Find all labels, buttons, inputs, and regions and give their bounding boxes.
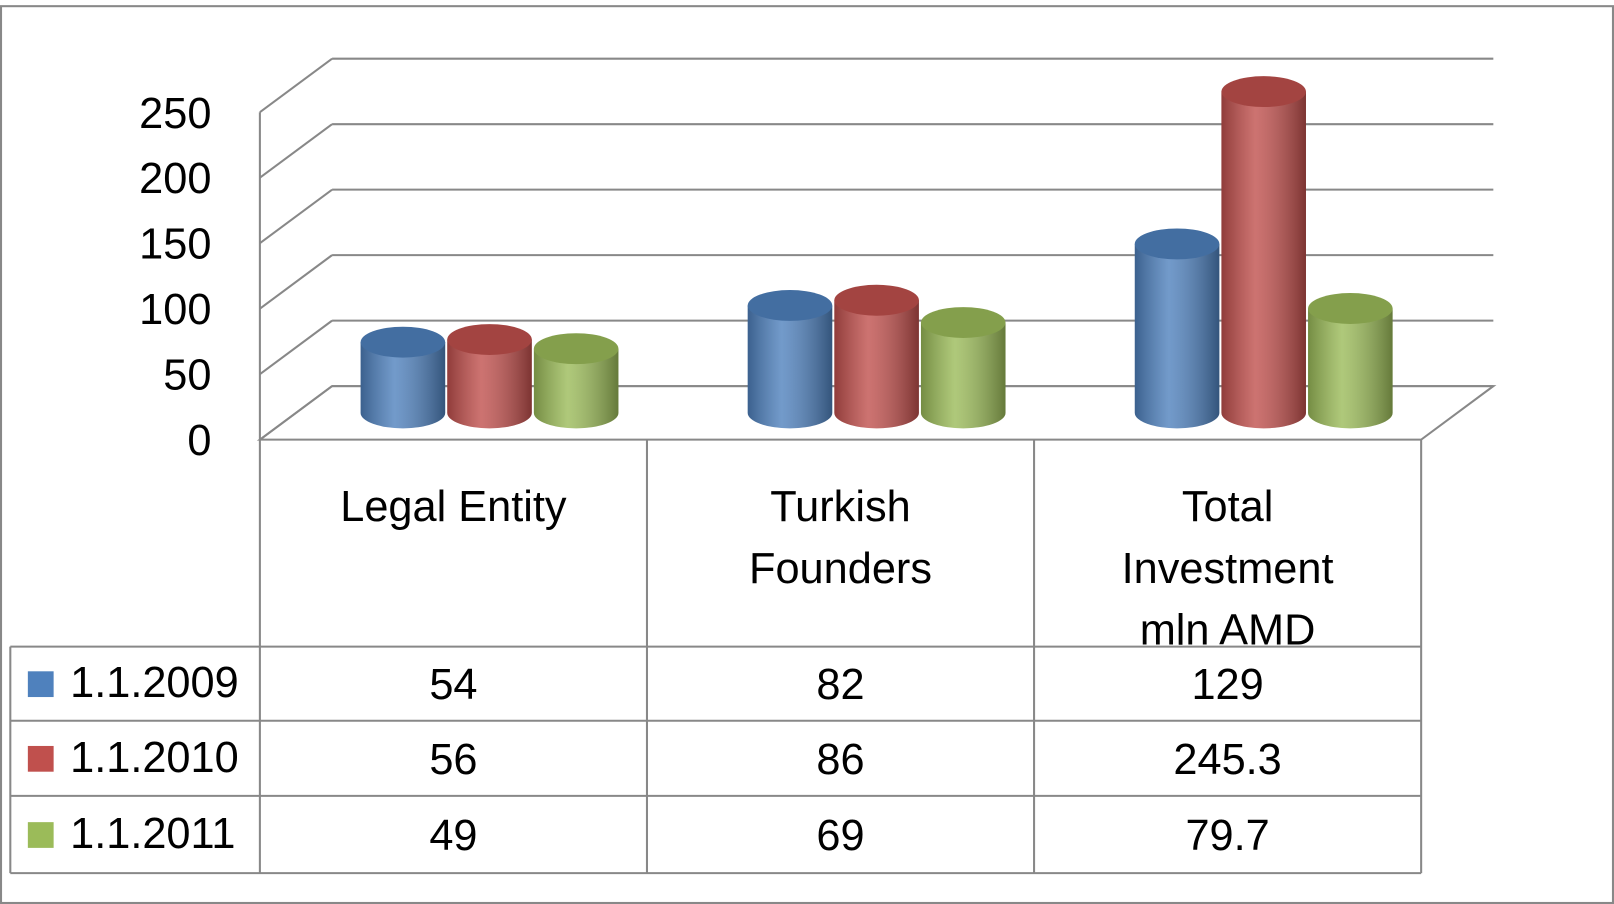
legend-label: 1.1.2011: [70, 810, 235, 858]
y-tick-label: 250: [139, 90, 211, 138]
legend-swatch: [27, 671, 54, 698]
bar: [834, 284, 919, 429]
table-value: 82: [816, 661, 864, 709]
grid-line: [259, 254, 333, 310]
bar-top: [360, 326, 446, 358]
legend-swatch: [27, 745, 54, 772]
bar-shade: [747, 305, 833, 429]
category-label: Legal Entity: [340, 481, 567, 531]
legend-label: 1.1.2010: [70, 734, 239, 782]
bar-shade: [1134, 243, 1220, 429]
bar: [920, 307, 1006, 429]
grid-line: [259, 188, 333, 245]
bar-top: [834, 284, 919, 316]
bar: [360, 326, 446, 429]
bar-top: [1134, 228, 1220, 260]
bar-shade: [360, 342, 446, 429]
bar-shade: [533, 348, 619, 429]
bar: [747, 290, 833, 429]
bar-top: [920, 307, 1006, 338]
bar-shade: [1308, 308, 1393, 429]
bar: [1221, 76, 1306, 429]
table-value: 129: [1191, 661, 1263, 709]
table-value: 54: [429, 661, 477, 709]
table-value: 49: [429, 812, 477, 860]
table-value: 56: [429, 736, 477, 784]
bar-top: [747, 290, 833, 321]
bar: [447, 324, 532, 429]
grid-line: [259, 123, 333, 179]
bar-top: [1308, 293, 1393, 324]
grid-line: [259, 57, 333, 114]
grid-line: [259, 319, 333, 375]
category-label: Turkish Founders: [749, 481, 932, 593]
table-value: 79.7: [1185, 812, 1269, 860]
y-tick-label: 0: [187, 417, 211, 465]
bar-shade: [1221, 91, 1306, 429]
y-tick-label: 100: [139, 286, 211, 334]
grid-line: [259, 385, 333, 441]
bar-top: [533, 333, 619, 365]
bar-top: [447, 324, 532, 355]
bar-top: [1221, 76, 1306, 108]
category-cell: Turkish Founders: [749, 481, 932, 593]
category-cell: Legal Entity: [340, 481, 567, 531]
bar: [1308, 293, 1393, 429]
legend-label: 1.1.2009: [70, 659, 239, 707]
legend-swatch: [27, 822, 54, 848]
bar-shade: [920, 322, 1006, 429]
y-tick-label: 150: [139, 221, 211, 269]
bar: [533, 333, 619, 429]
table-value: 245.3: [1173, 736, 1281, 784]
y-tick-label: 50: [163, 352, 211, 400]
bar-shade: [447, 339, 532, 429]
chart-border: [0, 5, 1614, 904]
y-tick-label: 200: [139, 155, 211, 203]
category-label: Total Investment mln AMD: [1121, 481, 1334, 647]
category-cell: Total Investment mln AMD: [1121, 481, 1334, 647]
table-value: 86: [816, 736, 864, 784]
bar-shade: [834, 300, 919, 429]
bar: [1134, 228, 1220, 429]
table-value: 69: [816, 812, 864, 860]
